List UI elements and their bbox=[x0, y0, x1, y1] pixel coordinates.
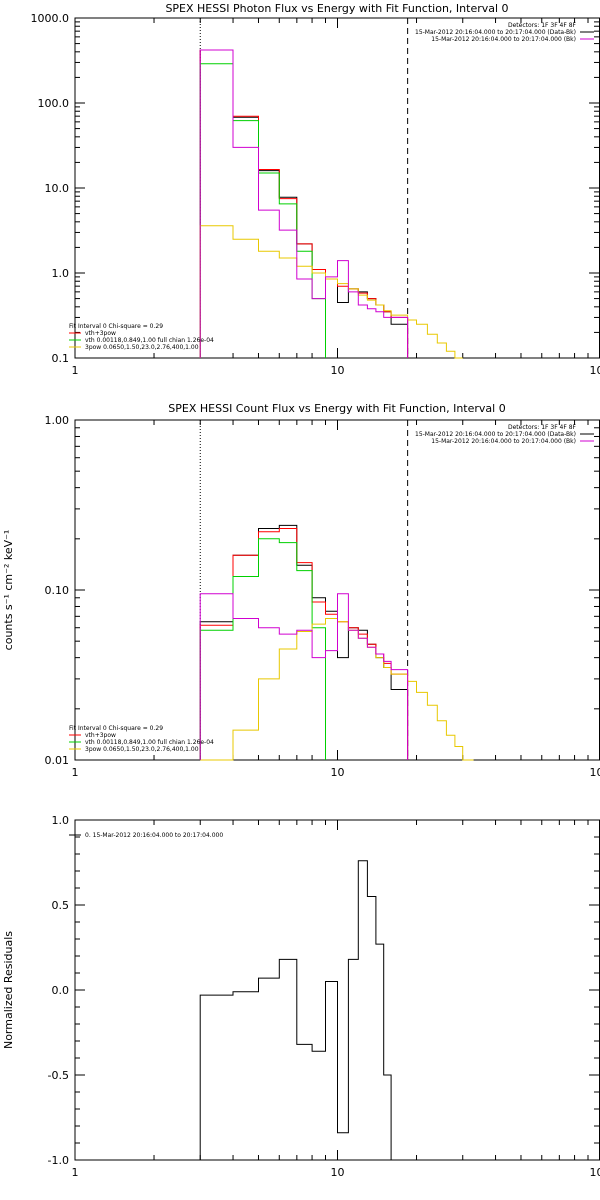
legend-text: 3pow 0.0650,1.50,23.0,2.76,400,1.00 bbox=[85, 344, 199, 351]
series-4-line bbox=[199, 593, 409, 760]
info-text: Detectors: 1F 3F 4F 8F bbox=[508, 424, 577, 431]
info-text: 15-Mar-2012 20:16:04.000 to 20:17:04.000… bbox=[415, 29, 576, 36]
legend-text: vth+3pow bbox=[85, 732, 116, 739]
x-tick-label: 1 bbox=[72, 766, 79, 779]
y-tick-label: -1.0 bbox=[48, 1154, 69, 1167]
legend-text: Fit Interval 0 Chi-square = 0.29 bbox=[69, 323, 163, 330]
count-flux-y-axis-label: counts s⁻¹ cm⁻² keV⁻¹ bbox=[2, 530, 15, 651]
info-text: Detectors: 1F 3F 4F 8F bbox=[508, 22, 577, 29]
plot-frame bbox=[74, 419, 600, 761]
y-tick-label: 0.0 bbox=[52, 984, 70, 997]
legend-text: 0. 15-Mar-2012 20:16:04.000 to 20:17:04.… bbox=[85, 832, 223, 839]
info-text: 15-Mar-2012 20:16:04.000 to 20:17:04.000… bbox=[415, 431, 576, 438]
count-flux-panel: SPEX HESSI Count Flux vs Energy with Fit… bbox=[2, 402, 600, 779]
y-tick-label: 1.0 bbox=[52, 814, 70, 827]
info-text: 15-Mar-2012 20:16:04.000 to 20:17:04.000… bbox=[431, 36, 576, 43]
y-tick-label: 0.01 bbox=[45, 754, 70, 767]
x-tick-label: 100 bbox=[590, 364, 600, 377]
series-3-line bbox=[199, 225, 463, 359]
x-tick-label: 10 bbox=[331, 364, 345, 377]
x-tick-label: 100 bbox=[590, 766, 600, 779]
series-4-line bbox=[199, 49, 409, 358]
y-tick-label: 1000.0 bbox=[31, 12, 70, 25]
y-tick-label: -0.5 bbox=[48, 1069, 69, 1082]
y-tick-label: 0.5 bbox=[52, 899, 70, 912]
residuals-y-axis-label: Normalized Residuals bbox=[2, 931, 15, 1049]
y-tick-label: 10.0 bbox=[45, 182, 70, 195]
legend-text: vth 0.00118,0.849,1.00 full chian 1.26e-… bbox=[85, 739, 214, 746]
y-tick-label: 0.10 bbox=[45, 584, 70, 597]
y-tick-label: 100.0 bbox=[38, 97, 70, 110]
count-flux-title: SPEX HESSI Count Flux vs Energy with Fit… bbox=[168, 402, 505, 415]
y-tick-label: 1.00 bbox=[45, 414, 70, 427]
legend-text: vth+3pow bbox=[85, 330, 116, 337]
x-tick-label: 1 bbox=[72, 364, 79, 377]
y-tick-label: 1.0 bbox=[52, 267, 70, 280]
series-2-line bbox=[199, 63, 326, 358]
photon-flux-title: SPEX HESSI Photon Flux vs Energy with Fi… bbox=[165, 2, 508, 15]
residuals-panel: Normalized Residuals 1 10 100 -1.0 -0.5 0.0 0.… bbox=[2, 814, 600, 1179]
x-tick-label: 10 bbox=[331, 1166, 345, 1179]
legend-text: 3pow 0.0650,1.50,23.0,2.76,400,1.00 bbox=[85, 746, 199, 753]
info-text: 15-Mar-2012 20:16:04.000 to 20:17:04.000… bbox=[431, 438, 576, 445]
y-tick-label: 0.1 bbox=[52, 352, 70, 365]
legend-text: vth 0.00118,0.849,1.00 full chian 1.26e-… bbox=[85, 337, 214, 344]
legend-text: Fit Interval 0 Chi-square = 0.29 bbox=[69, 725, 163, 732]
series-2-line bbox=[199, 538, 326, 760]
x-tick-label: 10 bbox=[331, 766, 345, 779]
plot-frame bbox=[74, 17, 600, 359]
x-tick-label: 1 bbox=[72, 1166, 79, 1179]
series-1-line bbox=[199, 528, 409, 760]
series-0-line bbox=[199, 860, 408, 1161]
x-tick-label: 100 bbox=[590, 1166, 600, 1179]
series-3-line bbox=[200, 618, 474, 761]
photon-flux-panel: SPEX HESSI Photon Flux vs Energy with Fi… bbox=[31, 2, 600, 377]
series-0-line bbox=[199, 524, 409, 760]
